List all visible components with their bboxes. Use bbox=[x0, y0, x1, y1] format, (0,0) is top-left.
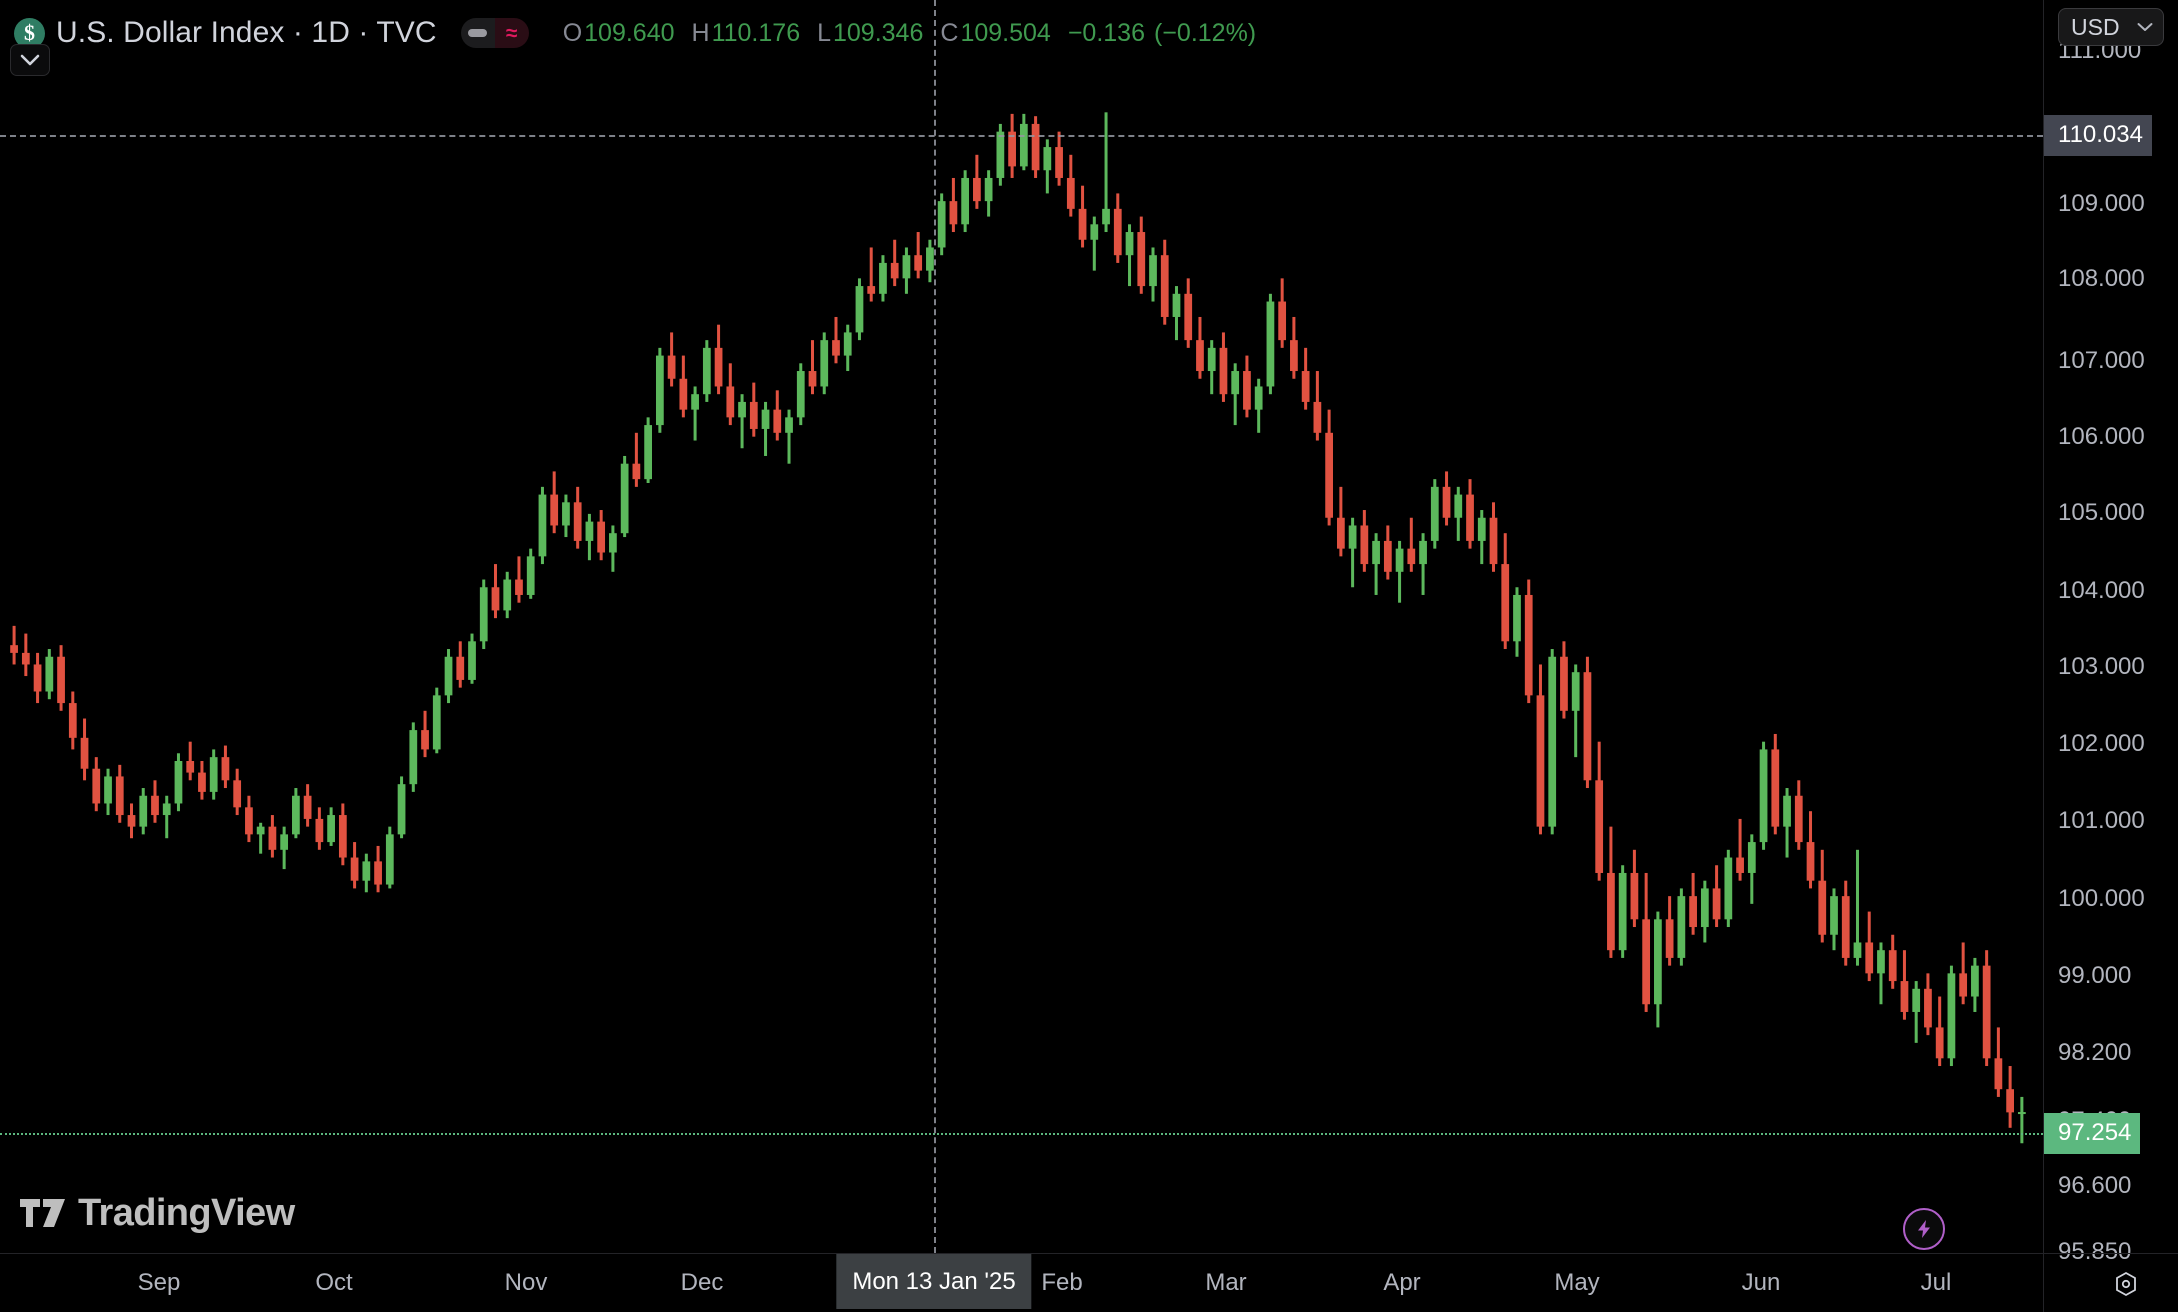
price-axis-tick: 103.000 bbox=[2058, 653, 2145, 680]
price-axis-tick: 99.000 bbox=[2058, 962, 2132, 989]
symbol-title[interactable]: U.S. Dollar Index · 1D · TVC bbox=[56, 16, 437, 49]
price-axis-tick: 100.000 bbox=[2058, 885, 2145, 912]
currency-label: USD bbox=[2071, 13, 2120, 40]
chart-plot-area[interactable] bbox=[0, 0, 2043, 1253]
time-scale-divider bbox=[2043, 1254, 2044, 1312]
tradingview-wordmark: TradingView bbox=[78, 1192, 295, 1234]
symbol-logo-icon: $ bbox=[14, 17, 45, 49]
chart-header: $ U.S. Dollar Index · 1D · TVC ≈ O 109.6… bbox=[0, 0, 2178, 66]
time-axis-tick: Apr bbox=[1383, 1269, 1421, 1296]
chevron-down-icon bbox=[20, 54, 40, 66]
tradingview-watermark: TradingView bbox=[20, 1192, 295, 1235]
time-axis-tick: Jun bbox=[1741, 1269, 1781, 1296]
low-value: 109.346 bbox=[833, 18, 924, 47]
time-axis-tick: Oct bbox=[315, 1269, 353, 1296]
currency-select[interactable]: USD bbox=[2058, 8, 2164, 46]
minus-pill-icon[interactable] bbox=[460, 18, 495, 48]
candlestick-series bbox=[10, 112, 2026, 1144]
close-value: 109.504 bbox=[960, 18, 1051, 47]
price-axis-tick: 102.000 bbox=[2058, 730, 2145, 757]
lightning-bolt-button[interactable] bbox=[1903, 1208, 1945, 1250]
time-axis-tick: Nov bbox=[504, 1269, 548, 1296]
close-label: C bbox=[940, 18, 959, 47]
price-axis-tick: 106.000 bbox=[2058, 423, 2145, 450]
time-axis-tick: Mar bbox=[1205, 1269, 1247, 1296]
collapse-legend-button[interactable] bbox=[10, 44, 50, 76]
crosshair-vertical-line bbox=[934, 0, 936, 1253]
chart-settings-button[interactable] bbox=[2110, 1268, 2142, 1300]
time-axis-tick: Jul bbox=[1920, 1269, 1952, 1296]
price-axis-tick: 98.200 bbox=[2058, 1039, 2132, 1066]
last-price-badge: 97.254 bbox=[2044, 1113, 2141, 1154]
price-axis-tick: 108.000 bbox=[2058, 265, 2145, 292]
time-axis-tick: Sep bbox=[137, 1269, 181, 1296]
high-value: 110.176 bbox=[711, 18, 801, 47]
time-scale[interactable]: Sep Oct Nov Dec Feb Mar Apr May Jun Jul Mon 13 Jan… bbox=[0, 1253, 2178, 1312]
last-price-line bbox=[0, 1133, 2043, 1135]
approx-wave-icon[interactable]: ≈ bbox=[494, 18, 529, 48]
low-label: L bbox=[817, 18, 831, 47]
chevron-down-icon bbox=[2137, 23, 2153, 31]
price-axis-tick: 107.000 bbox=[2058, 347, 2145, 374]
price-axis-tick: 109.000 bbox=[2058, 190, 2145, 217]
price-axis-tick: 105.000 bbox=[2058, 499, 2145, 526]
price-axis-tick: 96.600 bbox=[2058, 1172, 2132, 1199]
tradingview-logo-icon bbox=[20, 1198, 65, 1227]
price-axis-tick: 104.000 bbox=[2058, 577, 2145, 604]
crosshair-horizontal-line bbox=[0, 135, 2043, 137]
chart-style-toggle[interactable]: ≈ bbox=[460, 18, 529, 48]
chart-settings-icon bbox=[2116, 1271, 2136, 1297]
lightning-bolt-icon bbox=[1918, 1220, 1930, 1238]
high-label: H bbox=[691, 18, 710, 47]
crosshair-price-badge: 110.034 bbox=[2044, 115, 2152, 156]
price-scale[interactable]: 111.000 109.000 108.000 107.000 106.000 105.0… bbox=[2043, 0, 2178, 1265]
open-label: O bbox=[562, 18, 583, 47]
time-axis-tick: May bbox=[1554, 1269, 1600, 1296]
time-axis-tick: Feb bbox=[1041, 1269, 1083, 1296]
price-axis-tick: 95.850 bbox=[2058, 1238, 2132, 1265]
open-value: 109.640 bbox=[584, 18, 675, 47]
ohlc-readout: O 109.640 H 110.176 L 109.346 C 109.504 … bbox=[563, 19, 1256, 48]
crosshair-date-badge: Mon 13 Jan '25 bbox=[836, 1254, 1032, 1309]
change-percent: (−0.12%) bbox=[1153, 18, 1257, 47]
price-axis-tick: 101.000 bbox=[2058, 807, 2145, 834]
change-value: −0.136 bbox=[1067, 18, 1145, 47]
time-axis-tick: Dec bbox=[680, 1269, 724, 1296]
